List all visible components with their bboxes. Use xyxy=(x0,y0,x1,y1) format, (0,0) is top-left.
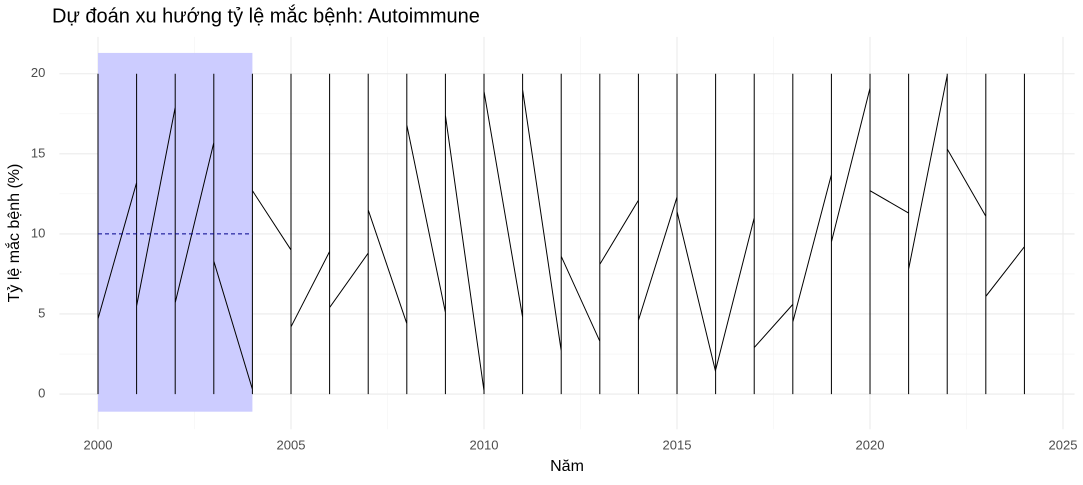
y-tick-label: 5 xyxy=(38,305,45,320)
x-tick-label: 2000 xyxy=(84,438,113,453)
y-tick-label: 0 xyxy=(38,386,45,401)
x-tick-label: 2005 xyxy=(277,438,306,453)
x-axis-title: Năm xyxy=(550,458,584,475)
x-tick-label: 2020 xyxy=(856,438,885,453)
y-axis-title: Tỷ lệ mắc bệnh (%) xyxy=(4,164,23,303)
x-tick-label: 2010 xyxy=(470,438,499,453)
y-tick-label: 20 xyxy=(31,65,45,80)
line xyxy=(97,73,1025,395)
chart-title: Dự đoán xu hướng tỷ lệ mắc bệnh: Autoimm… xyxy=(52,4,480,27)
y-tick-label: 15 xyxy=(31,145,45,160)
x-tick-label: 2015 xyxy=(663,438,692,453)
x-tick-label: 2025 xyxy=(1049,438,1078,453)
y-tick-label: 10 xyxy=(31,225,45,240)
